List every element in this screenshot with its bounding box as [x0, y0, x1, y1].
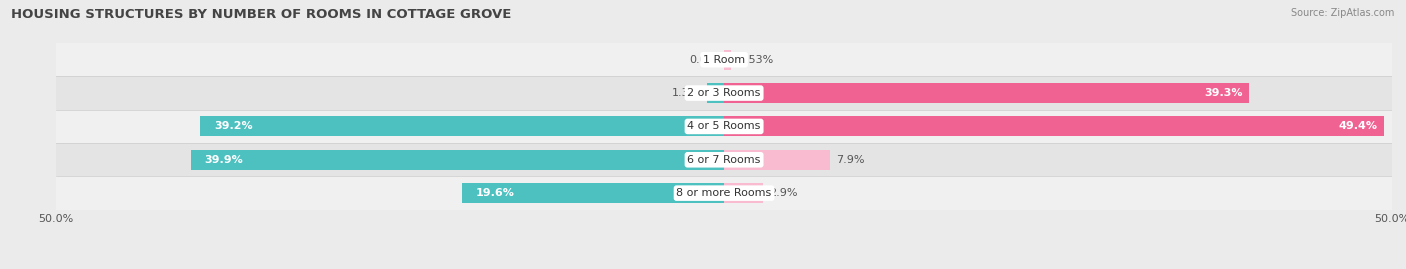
Text: 6 or 7 Rooms: 6 or 7 Rooms	[688, 155, 761, 165]
Text: 0.0%: 0.0%	[689, 55, 717, 65]
Bar	[56, 76, 1392, 110]
Bar	[201, 116, 724, 136]
Text: HOUSING STRUCTURES BY NUMBER OF ROOMS IN COTTAGE GROVE: HOUSING STRUCTURES BY NUMBER OF ROOMS IN…	[11, 8, 512, 21]
Text: 39.9%: 39.9%	[204, 155, 243, 165]
Bar	[724, 150, 830, 170]
Text: 2 or 3 Rooms: 2 or 3 Rooms	[688, 88, 761, 98]
Bar	[707, 83, 724, 103]
Text: 7.9%: 7.9%	[837, 155, 865, 165]
Bar	[56, 110, 1392, 143]
Text: 4 or 5 Rooms: 4 or 5 Rooms	[688, 121, 761, 132]
Text: 19.6%: 19.6%	[475, 188, 515, 198]
Bar	[191, 150, 724, 170]
Text: 8 or more Rooms: 8 or more Rooms	[676, 188, 772, 198]
Bar	[463, 183, 724, 203]
Bar	[56, 176, 1392, 210]
Text: 2.9%: 2.9%	[769, 188, 799, 198]
Bar	[724, 116, 1384, 136]
Bar	[724, 50, 731, 70]
Text: 39.3%: 39.3%	[1204, 88, 1243, 98]
Bar	[56, 43, 1392, 76]
Bar	[724, 83, 1249, 103]
Bar	[56, 143, 1392, 176]
Text: 0.53%: 0.53%	[738, 55, 773, 65]
Bar	[724, 183, 763, 203]
Text: Source: ZipAtlas.com: Source: ZipAtlas.com	[1291, 8, 1395, 18]
Text: 39.2%: 39.2%	[214, 121, 253, 132]
Text: 49.4%: 49.4%	[1339, 121, 1378, 132]
Text: 1 Room: 1 Room	[703, 55, 745, 65]
Text: 1.3%: 1.3%	[672, 88, 700, 98]
